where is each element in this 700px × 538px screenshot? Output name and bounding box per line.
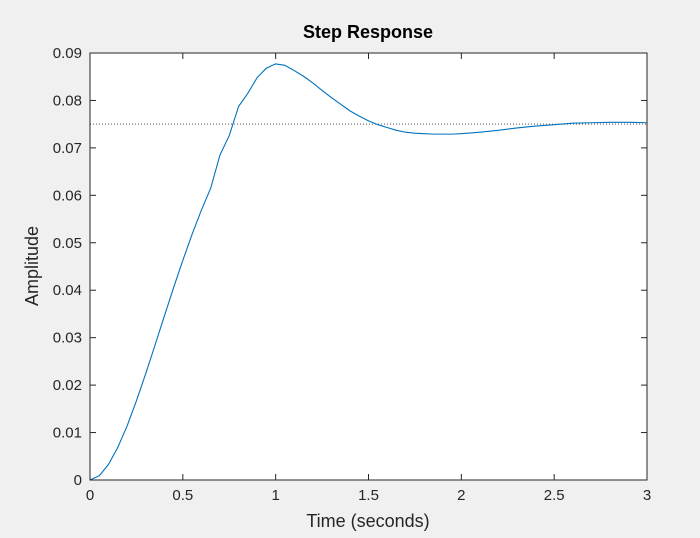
x-tick-label: 0 (86, 487, 94, 504)
y-tick-label: 0.01 (53, 425, 82, 442)
x-tick-label: 1.5 (358, 487, 379, 504)
x-axis-label: Time (seconds) (306, 511, 429, 531)
x-tick-label: 1 (271, 487, 279, 504)
y-tick-label: 0.02 (53, 377, 82, 394)
x-tick-label: 3 (643, 487, 651, 504)
y-tick-label: 0.08 (53, 92, 82, 109)
y-tick-labels: 0 0.01 0.02 0.03 0.04 0.05 0.06 0.07 0.08 0.09 (53, 45, 82, 489)
x-tick-labels: 0 0.5 1 1.5 2 2.5 3 (86, 487, 651, 504)
y-tick-label: 0.04 (53, 282, 82, 299)
y-tick-label: 0 (74, 472, 82, 489)
x-tick-label: 2.5 (544, 487, 565, 504)
series-line-0 (89, 63, 648, 481)
x-tick-label: 2 (457, 487, 465, 504)
y-tick-label: 0.09 (53, 45, 82, 62)
plot-area (90, 53, 647, 480)
y-tick-label: 0.05 (53, 235, 82, 252)
x-tick-label: 0.5 (172, 487, 193, 504)
y-axis-label: Amplitude (22, 226, 42, 306)
series-group (89, 63, 648, 481)
y-tick-label: 0.03 (53, 330, 82, 347)
plot-border (89, 52, 648, 481)
y-tick-label: 0.06 (53, 187, 82, 204)
y-tick-label: 0.07 (53, 140, 82, 157)
chart-title: Step Response (303, 22, 433, 42)
